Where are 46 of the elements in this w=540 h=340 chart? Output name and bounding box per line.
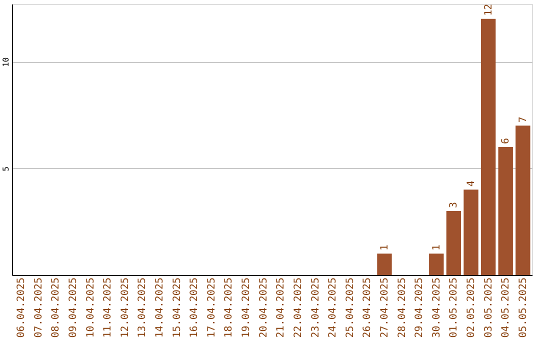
data-label: 7: [518, 116, 529, 123]
x-tick-label: 12.04.2025: [120, 278, 131, 338]
x-tick-label: 24.04.2025: [328, 278, 339, 338]
x-tick-label: 28.04.2025: [396, 278, 408, 338]
x-tick-label: 22.04.2025: [292, 278, 304, 338]
x-tick-label: 17.04.2025: [206, 278, 218, 338]
bar: [377, 254, 392, 275]
x-tick-label: 11.04.2025: [102, 278, 114, 338]
x-tick-label: 14.04.2025: [154, 278, 166, 338]
x-tick-label: 26.04.2025: [362, 278, 374, 338]
x-tick-label: 23.04.2025: [310, 278, 322, 338]
x-tick-label: 06.04.2025: [16, 278, 28, 338]
bar: [480, 18, 496, 275]
x-tick-label: 09.04.2025: [68, 278, 79, 338]
x-tick-label: 19.04.2025: [241, 278, 252, 338]
bar: [516, 126, 530, 275]
x-tick-label: 18.04.2025: [224, 278, 235, 338]
x-tick-label: 13.04.2025: [137, 278, 148, 338]
x-tick-label: 21.04.2025: [276, 278, 287, 338]
bar: [429, 254, 444, 275]
x-tick-label: 04.05.2025: [500, 278, 512, 338]
x-tick-label: 05.05.2025: [518, 278, 529, 338]
bar: [446, 210, 462, 275]
x-tick-label: 29.04.2025: [414, 278, 426, 338]
bar: [464, 190, 478, 275]
data-label: 6: [500, 138, 512, 144]
bar: [498, 146, 513, 275]
data-label: 4: [466, 180, 477, 187]
x-tick-label: 08.04.2025: [50, 278, 62, 338]
y-tick-label: 10: [2, 57, 10, 67]
data-label: 12: [483, 4, 494, 16]
data-label: 1: [431, 244, 442, 251]
x-tick-label: 07.04.2025: [33, 278, 44, 338]
y-tick-label: 5: [2, 166, 10, 172]
x-tick-label: 01.05.2025: [448, 278, 460, 338]
x-tick-label: 20.04.2025: [258, 278, 270, 338]
x-tick-label: 25.04.2025: [344, 278, 356, 338]
x-tick-label: 10.04.2025: [85, 278, 96, 338]
x-tick-label: 02.05.2025: [466, 278, 477, 338]
data-label: 3: [448, 202, 460, 208]
data-label: 1: [379, 244, 390, 251]
x-tick-label: 16.04.2025: [189, 278, 200, 338]
x-tick-label: 15.04.2025: [172, 278, 183, 338]
x-tick-label: 03.05.2025: [483, 278, 494, 338]
x-tick-label: 30.04.2025: [431, 278, 442, 338]
x-tick-label: 27.04.2025: [379, 278, 390, 338]
